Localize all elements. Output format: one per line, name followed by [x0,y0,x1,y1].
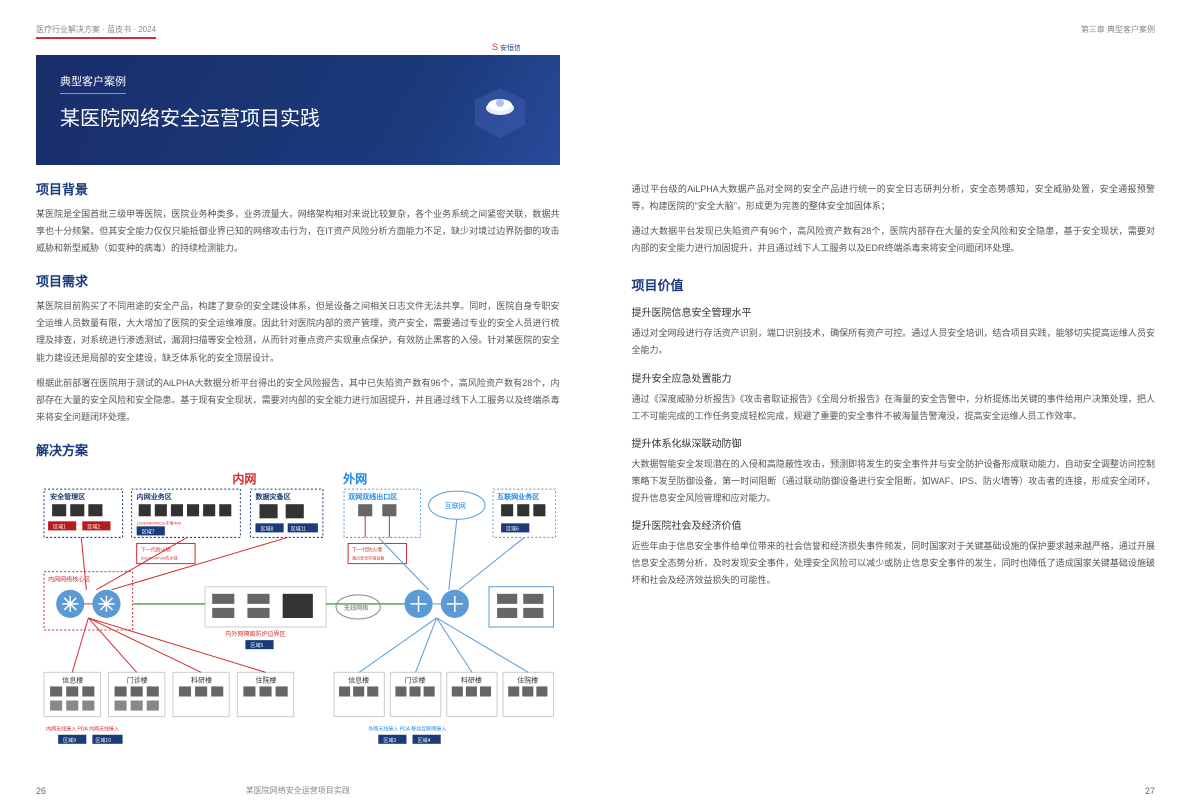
header-left-text: 医疗行业解决方案 · 蓝皮书 · 2024 [36,24,156,39]
value-p3: 通过对全网段进行存活资产识别，端口识别技术，确保所有资产可控。通过人员安全培训，… [632,325,1156,359]
svg-text:内网业务区: 内网业务区 [137,492,172,501]
svg-text:外网无线接入 PDA 移动互联网接入: 外网无线接入 PDA 移动互联网接入 [368,726,446,733]
svg-text:内网无线接入 PDA 内网无线接入: 内网无线接入 PDA 内网无线接入 [46,726,119,733]
svg-text:下一代防火墙: 下一代防火墙 [141,546,171,553]
svg-text:区域6: 区域6 [506,525,519,532]
value-s3: 提升体系化纵深联动防御 [632,435,1156,450]
req-para2: 根据此前部署在医院用于测试的AiLPHA大数据分析平台得出的安全风险报告，其中已… [36,375,560,426]
value-s1: 提升医院信息安全管理水平 [632,304,1156,319]
svg-text:信息楼: 信息楼 [62,675,83,684]
svg-text:区域4: 区域4 [418,737,431,744]
banner-shield-icon [460,70,540,150]
buildings-intranet: 信息楼 门诊楼 科研楼 住院楼 [44,672,294,716]
svg-text:互联网业务区: 互联网业务区 [497,492,539,501]
svg-text:双网双线出口区: 双网双线出口区 [348,492,397,501]
svg-text:住院楼: 住院楼 [255,675,276,684]
svg-text:区域5: 区域5 [250,642,263,649]
svg-text:区域1: 区域1 [53,523,66,530]
svg-text:S: S [492,42,498,52]
svg-text:科研楼: 科研楼 [191,675,212,684]
svg-text:区域9: 区域9 [63,737,76,744]
case-banner: S安恒信息 典型客户案例 某医院网络安全运营项目实践 [36,55,560,165]
value-s4: 提升医院社会及经济价值 [632,517,1156,532]
svg-text:无线网络: 无线网络 [344,604,368,612]
svg-text:区域2: 区域2 [87,523,100,530]
zone-extranet-label: 外网 [342,471,367,486]
svg-text:信息楼: 信息楼 [348,675,369,684]
header-right: 第三章 典型客户案例 [632,24,1156,41]
svg-text:区域11: 区域11 [291,525,306,532]
right-p2: 通过大数据平台发现已失陷资产有96个，高风险资产数有28个，医院内部存在大量的安… [632,223,1156,257]
right-page: 第三章 典型客户案例 通过平台级的AiLPHA大数据产品对全网的安全产品进行统一… [596,0,1191,808]
brand-logo: S安恒信息 [492,39,520,55]
svg-text:门诊楼: 门诊楼 [404,675,425,684]
svg-text:内外网隔离防护边界区: 内外网隔离防护边界区 [225,630,285,638]
svg-text:门诊楼: 门诊楼 [127,675,148,684]
diagram-caption: 某医院网络安全运营项目实践 [36,785,560,796]
page-number-left: 26 [36,786,46,796]
buildings-extranet: 信息楼 门诊楼 科研楼 住院楼 [334,672,553,716]
header-left: 医疗行业解决方案 · 蓝皮书 · 2024 [36,24,560,45]
svg-text:IDS/IPS/IPv6/防水域: IDS/IPS/IPv6/防水域 [141,555,178,561]
svg-text:科研楼: 科研楼 [461,675,482,684]
right-p1: 通过平台级的AiLPHA大数据产品对全网的安全产品进行统一的安全日志研判分析，安… [632,181,1156,215]
section-requirement: 项目需求 [36,271,560,290]
svg-text:区域8: 区域8 [261,525,274,532]
svg-text:区域7: 区域7 [142,528,155,535]
svg-text:安全管理区: 安全管理区 [50,492,85,501]
section-value: 项目价值 [632,275,1156,294]
value-p5: 大数据智能安全发现潜在的入侵和高隐蔽性攻击，预测即将发生的安全事件并与安全防护设… [632,456,1156,507]
svg-text:互联网: 互联网 [445,501,466,510]
svg-text:区域3: 区域3 [383,737,396,744]
value-p4: 通过《深度威胁分析报告》《攻击者取证报告》《全局分析报告》在海量的安全告警中，分… [632,391,1156,425]
svg-text:LIS/EMR/PACS/手麻/RM: LIS/EMR/PACS/手麻/RM [137,519,182,525]
left-page: 医疗行业解决方案 · 蓝皮书 · 2024 S安恒信息 典型客户案例 某医院网络… [0,0,596,808]
network-diagram: 内网 外网 安全管理区 区域1 区域2 内网业务区 LIS/EMR/PACS/手… [36,467,560,777]
banner-tag: 典型客户案例 [60,73,126,94]
page-spread: 医疗行业解决方案 · 蓝皮书 · 2024 S安恒信息 典型客户案例 某医院网络… [0,0,1191,808]
svg-text:安恒信息: 安恒信息 [500,43,520,52]
section-background: 项目背景 [36,179,560,198]
page-number-right: 27 [1145,786,1155,796]
header-right-text: 第三章 典型客户案例 [1081,24,1155,35]
value-p6: 近些年由于信息安全事件给单位带来的社会信誉和经济损失事件频发，同时国家对于关键基… [632,538,1156,589]
bg-para: 某医院是全国首批三级甲等医院，医院业务种类多，业务流量大，网络架构相对来说比较复… [36,206,560,257]
zone-intranet-label: 内网 [232,471,256,486]
svg-text:区域10: 区域10 [95,737,111,744]
svg-text:内网网络核心区: 内网网络核心区 [48,576,90,584]
section-solution: 解决方案 [36,440,560,459]
svg-text:数据灾备区: 数据灾备区 [255,492,290,501]
svg-text:住院楼: 住院楼 [517,675,538,684]
value-s2: 提升安全应急处置能力 [632,370,1156,385]
req-para1: 某医院目前购买了不同用途的安全产品，构建了复杂的安全建设体系，但是设备之间相关日… [36,298,560,366]
svg-text:端点安全存储设备: 端点安全存储设备 [352,555,384,561]
svg-text:下一代防火墙: 下一代防火墙 [352,546,382,553]
